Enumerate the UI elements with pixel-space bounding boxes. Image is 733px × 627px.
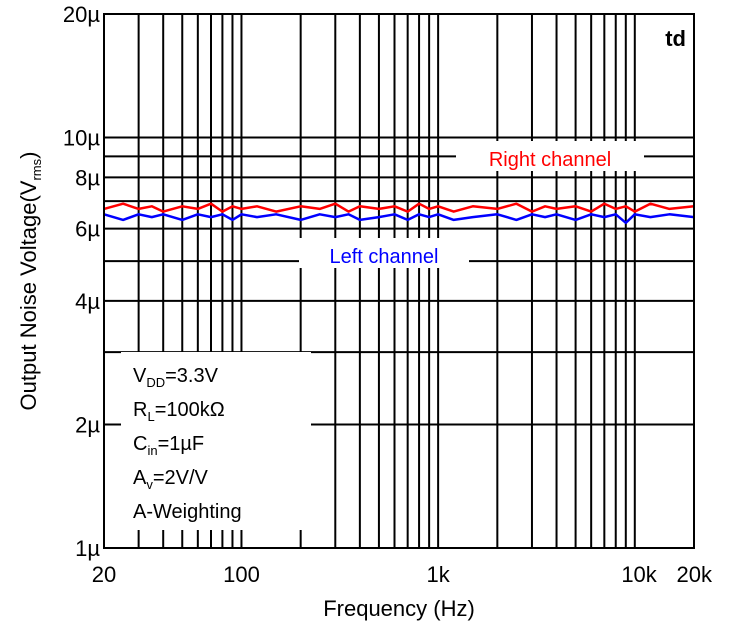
series-label-left-channel: Left channel — [330, 246, 439, 268]
x-tick-label: 1k — [427, 562, 451, 587]
y-tick-label: 2µ — [75, 412, 100, 437]
series-label-mask — [299, 238, 469, 268]
condition-subscript: DD — [146, 375, 165, 390]
condition-line: RL=100kΩ — [133, 399, 225, 424]
y-axis-label: Output Noise Voltage(Vrms) — [16, 152, 44, 411]
y-axis-label-main: Output Noise Voltage(V — [16, 180, 41, 410]
series-line-left-channel — [103, 213, 695, 225]
condition-value: =100kΩ — [155, 399, 225, 421]
condition-symbol: R — [133, 399, 147, 421]
condition-symbol: A-Weighting — [133, 501, 242, 523]
condition-line: Av=2V/V — [133, 467, 209, 492]
y-axis-label-sub: rms — [29, 158, 44, 180]
condition-subscript: in — [147, 443, 157, 458]
y-tick-label: 4µ — [75, 289, 100, 314]
corner-label: td — [665, 26, 686, 51]
condition-value: =2V/V — [153, 467, 209, 489]
x-tick-label: 10k — [621, 562, 657, 587]
series-label-mask — [456, 141, 644, 171]
condition-value: =1µF — [158, 433, 205, 455]
condition-subscript: L — [147, 409, 154, 424]
x-tick-label: 100 — [223, 562, 260, 587]
plot-frame — [103, 13, 695, 549]
grid-lines — [104, 14, 694, 548]
y-tick-label: 10µ — [63, 126, 100, 151]
x-axis-label: Frequency (Hz) — [323, 596, 475, 621]
condition-line: VDD=3.3V — [133, 365, 219, 390]
condition-value: =3.3V — [165, 365, 218, 387]
condition-subscript: v — [146, 477, 153, 492]
condition-line: Cin=1µF — [133, 433, 204, 458]
condition-symbol: A — [133, 467, 147, 489]
y-tick-label: 6µ — [75, 217, 100, 242]
condition-symbol: C — [133, 433, 147, 455]
y-axis-label-close: ) — [16, 152, 41, 159]
y-tick-label: 20µ — [63, 2, 100, 27]
condition-symbol: V — [133, 365, 147, 387]
label-masks — [121, 141, 644, 530]
condition-line: A-Weighting — [133, 501, 242, 523]
y-tick-label: 1µ — [75, 536, 100, 561]
data-series — [103, 202, 695, 225]
y-tick-label: 8µ — [75, 165, 100, 190]
series-label-right-channel: Right channel — [489, 149, 611, 171]
x-tick-label: 20k — [677, 562, 713, 587]
series-line-right-channel — [103, 202, 695, 213]
conditions-box — [121, 352, 311, 530]
chart-labels: Right channel Left channel VDD=3.3V RL=100k… — [63, 2, 713, 587]
x-tick-label: 20 — [92, 562, 116, 587]
